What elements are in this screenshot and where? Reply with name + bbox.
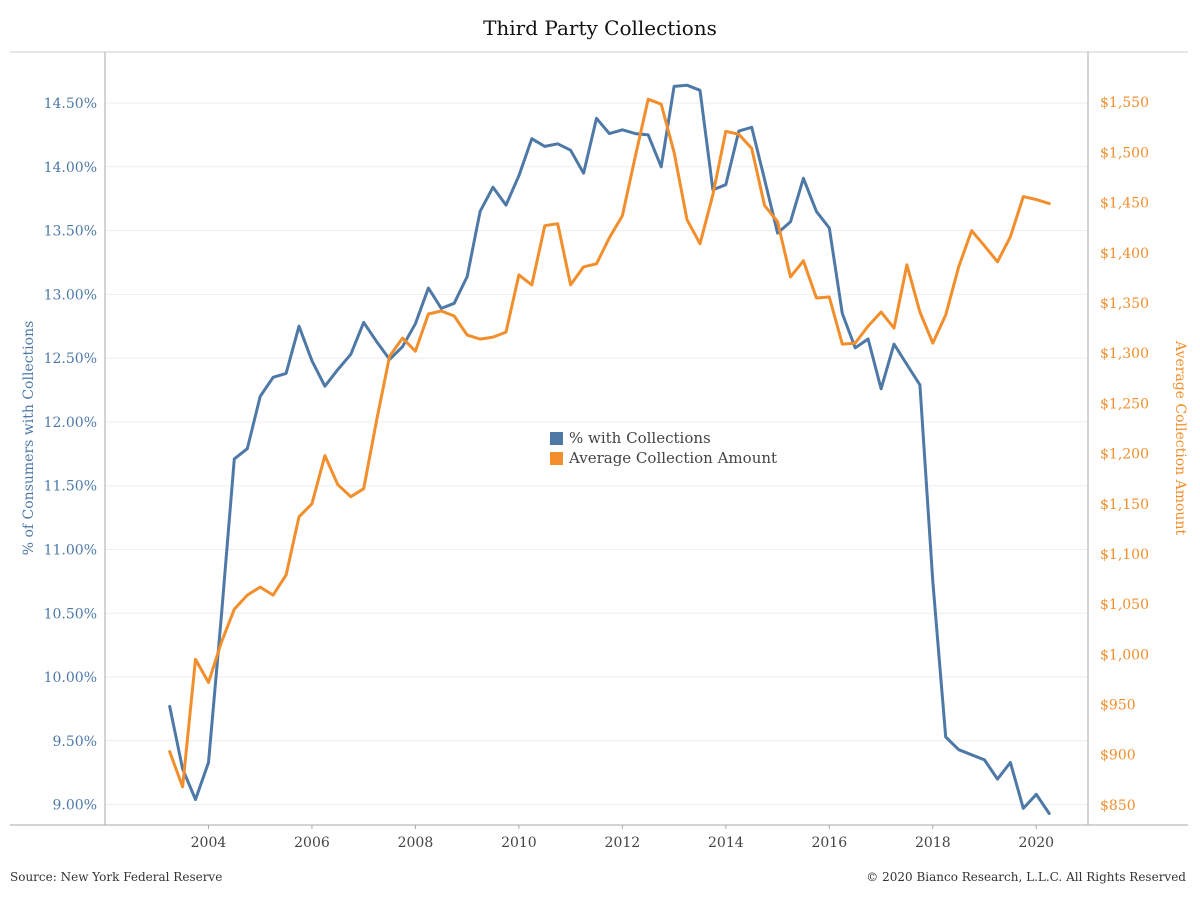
x-tick-label: 2016 xyxy=(811,835,847,851)
y-tick-label-left: 14.00% xyxy=(44,160,97,176)
chart-legend: % with Collections Average Collection Am… xyxy=(550,428,777,468)
y-tick-label-right: $1,350 xyxy=(1100,296,1149,312)
y-axis-label-left: % of Consumers with Collections xyxy=(21,321,37,556)
y-tick-label-right: $900 xyxy=(1100,748,1136,764)
x-tick-label: 2012 xyxy=(605,835,641,851)
y-tick-label-right: $1,500 xyxy=(1100,145,1149,161)
y-tick-label-right: $850 xyxy=(1100,798,1136,814)
y-tick-label-right: $1,400 xyxy=(1100,246,1149,262)
y-tick-label-left: 13.00% xyxy=(44,287,97,303)
y-tick-label-right: $1,200 xyxy=(1100,447,1149,463)
source-note: Source: New York Federal Reserve xyxy=(10,870,223,884)
copyright-note: © 2020 Bianco Research, L.L.C. All Right… xyxy=(866,870,1186,884)
grid-lines xyxy=(105,102,1088,806)
y-tick-label-left: 11.00% xyxy=(44,542,97,558)
series-line-average-collection-amount xyxy=(168,97,1051,789)
legend-item-amount: Average Collection Amount xyxy=(550,448,777,468)
series-line-pct-with-collections xyxy=(168,83,1051,815)
y-axis-label-right: Average Collection Amount xyxy=(1172,340,1188,536)
x-tick-label: 2006 xyxy=(294,835,330,851)
legend-item-pct: % with Collections xyxy=(550,428,777,448)
y-tick-label-right: $1,450 xyxy=(1100,196,1149,212)
x-axis: 2004 2006 2008 2010 2012 2014 2016 2018 2020 xyxy=(191,825,1054,851)
y-tick-label-left: 10.50% xyxy=(44,606,97,622)
y-tick-label-right: $1,050 xyxy=(1100,597,1149,613)
x-tick-label: 2020 xyxy=(1018,835,1054,851)
series-lines xyxy=(168,83,1051,815)
y-tick-label-left: 14.50% xyxy=(44,96,97,112)
x-tick-label: 2018 xyxy=(915,835,951,851)
y-tick-label-left: 12.50% xyxy=(44,351,97,367)
y-tick-label-left: 9.50% xyxy=(53,734,97,750)
x-tick-label: 2010 xyxy=(501,835,537,851)
x-tick-label: 2004 xyxy=(191,835,227,851)
y-tick-label-right: $1,000 xyxy=(1100,647,1149,663)
legend-label-amount: Average Collection Amount xyxy=(569,449,778,467)
y-tick-label-right: $950 xyxy=(1100,698,1136,714)
y-tick-label-right: $1,300 xyxy=(1100,346,1149,362)
y-tick-label-right: $1,100 xyxy=(1100,547,1149,563)
y-tick-label-left: 12.00% xyxy=(44,415,97,431)
chart-title: Third Party Collections xyxy=(483,16,717,40)
y-tick-label-right: $1,150 xyxy=(1100,497,1149,513)
y-tick-label-right: $1,250 xyxy=(1100,396,1149,412)
x-tick-label: 2008 xyxy=(398,835,434,851)
legend-label-pct: % with Collections xyxy=(569,429,711,447)
chart-frame xyxy=(10,51,1188,826)
legend-swatch-pct xyxy=(550,431,563,445)
right-y-axis: $850 $900 $950 $1,000 $1,050 $1,100 $1,150 $1,2… xyxy=(1100,95,1149,814)
y-tick-label-right: $1,550 xyxy=(1100,95,1149,111)
y-tick-label-left: 13.50% xyxy=(44,224,97,240)
legend-swatch-amount xyxy=(550,451,563,465)
y-tick-label-left: 9.00% xyxy=(53,798,97,814)
y-tick-label-left: 11.50% xyxy=(44,479,97,495)
x-tick-label: 2014 xyxy=(708,835,744,851)
left-y-axis: 9.00% 9.50% 10.00% 10.50% 11.00% 11.50% 12.00%… xyxy=(44,96,97,814)
y-tick-label-left: 10.00% xyxy=(44,670,97,686)
